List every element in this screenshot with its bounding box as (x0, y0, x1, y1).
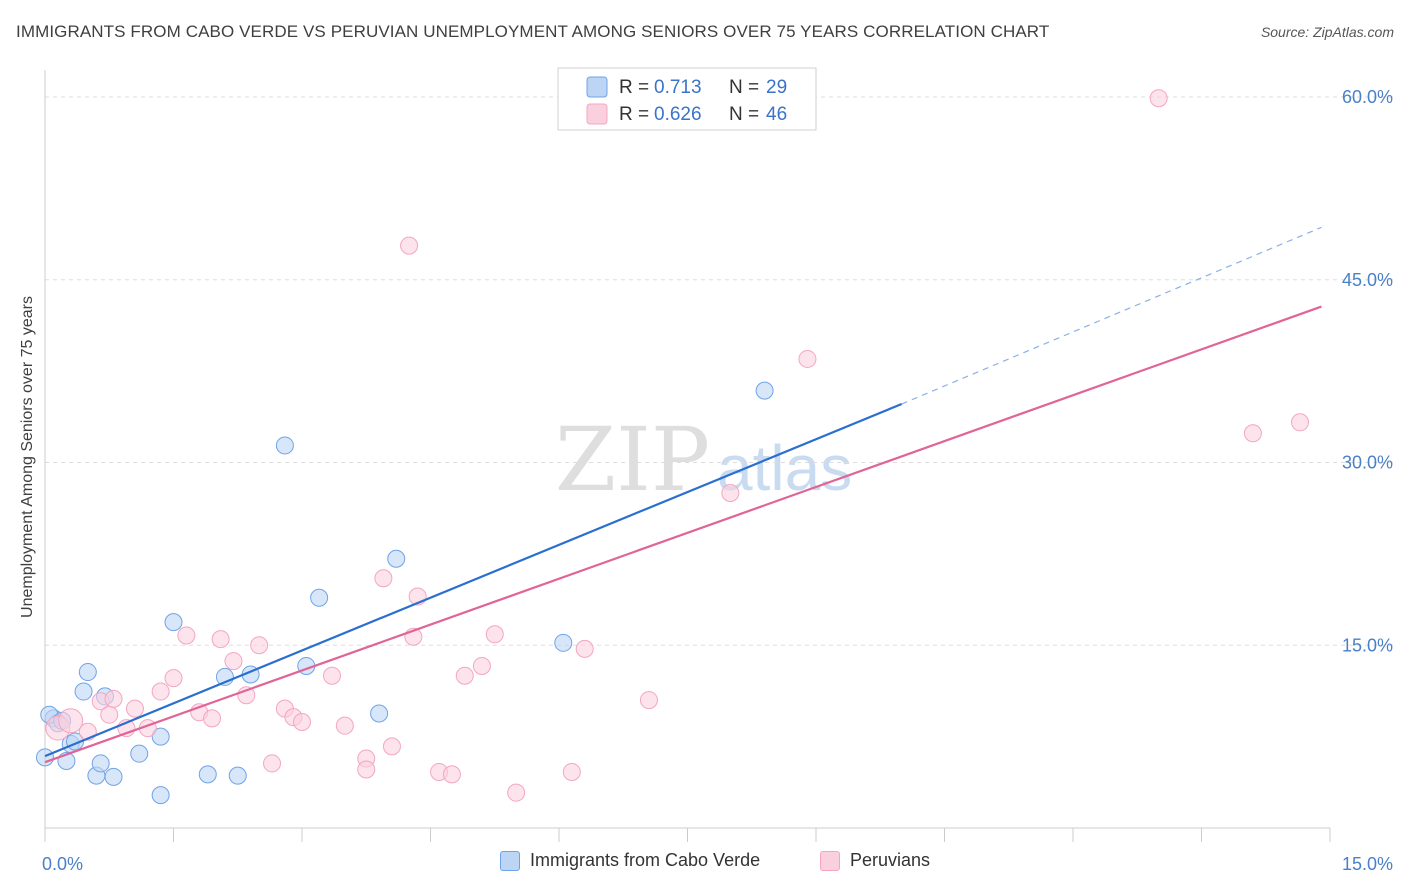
bottom-legend: Immigrants from Cabo Verde Peruvians (0, 850, 1406, 878)
y-tick-label: 60.0% (1342, 87, 1393, 107)
trend-line-peruvians (44, 305, 1322, 764)
y-tick-label: 30.0% (1342, 453, 1393, 473)
data-point (104, 767, 123, 786)
data-point (721, 483, 740, 502)
data-point (74, 682, 93, 701)
data-point (164, 669, 183, 688)
bottom-legend-swatch-peruvians (820, 850, 840, 871)
legend-n-label: N = (729, 104, 759, 125)
bottom-legend-cabo-verde: Immigrants from Cabo Verde (500, 850, 760, 871)
data-point (91, 754, 110, 773)
data-point (151, 727, 170, 746)
trend-line-cabo-verde-extension (901, 226, 1322, 405)
data-point (755, 381, 774, 400)
data-point (151, 786, 170, 805)
bottom-legend-peruvians: Peruvians (820, 850, 930, 871)
data-point (58, 708, 84, 734)
data-point (374, 569, 393, 588)
watermark-zip: ZIP (555, 408, 710, 511)
x-tick-label-max: 15.0% (1342, 854, 1393, 874)
legend-swatch-cabo-verde (586, 76, 608, 98)
data-point (224, 652, 243, 671)
bottom-legend-label: Immigrants from Cabo Verde (530, 850, 761, 870)
data-point (263, 754, 282, 773)
legend: R = 0.713 N = 29 R = 0.626 N = 46 (557, 67, 817, 131)
legend-r-label: R = (619, 77, 649, 98)
data-point (1149, 89, 1168, 108)
data-point (485, 625, 504, 644)
x-tick-label-min: 0.0% (42, 854, 83, 874)
data-point (36, 748, 54, 767)
data-point (442, 765, 461, 784)
data-point (293, 713, 311, 732)
data-point (357, 760, 376, 779)
data-point (164, 613, 183, 632)
data-point (198, 765, 217, 784)
x-ticks (44, 828, 1331, 842)
legend-n-value: 29 (766, 77, 787, 98)
legend-r-value: 0.713 (654, 77, 702, 98)
data-point (562, 762, 581, 781)
data-point (322, 666, 341, 685)
data-point (310, 588, 329, 607)
data-point (335, 716, 354, 735)
data-point (370, 704, 389, 723)
bottom-legend-swatch-cabo-verde (500, 850, 520, 871)
data-point (177, 626, 196, 645)
gridlines (45, 96, 1395, 646)
legend-n-value: 46 (766, 104, 787, 125)
data-point (1291, 413, 1310, 432)
data-point (575, 639, 594, 658)
data-point (104, 689, 123, 708)
y-tick-label: 15.0% (1342, 635, 1393, 655)
bottom-legend-label: Peruvians (850, 850, 931, 870)
data-point (400, 236, 419, 255)
chart-title: IMMIGRANTS FROM CABO VERDE VS PERUVIAN U… (16, 22, 1050, 41)
data-point (639, 691, 658, 710)
legend-n-label: N = (729, 77, 759, 98)
legend-r-value: 0.626 (654, 104, 702, 125)
data-point (1243, 424, 1262, 443)
data-point (472, 656, 491, 675)
legend-r-label: R = (619, 104, 649, 125)
data-point (100, 705, 119, 724)
data-point (382, 737, 401, 756)
data-point (554, 633, 573, 652)
watermark-atlas: atlas (717, 432, 852, 504)
data-point (798, 349, 817, 368)
data-point (387, 549, 406, 568)
data-point (275, 436, 294, 455)
data-point (151, 682, 170, 701)
trend-lines (44, 226, 1322, 764)
y-tick-labels: 15.0% 30.0% 45.0% 60.0% (1342, 87, 1393, 655)
data-point (228, 766, 247, 785)
y-tick-label: 45.0% (1342, 270, 1393, 290)
data-point (125, 699, 144, 718)
legend-swatch-peruvians (586, 103, 608, 125)
data-point (78, 663, 97, 682)
data-point (250, 636, 269, 655)
data-point (130, 744, 149, 763)
data-point (211, 630, 230, 649)
trend-line-cabo-verde (44, 403, 903, 758)
source-credit: Source: ZipAtlas.com (1260, 24, 1394, 40)
data-point (203, 709, 222, 728)
data-point (455, 666, 474, 685)
data-point (507, 783, 526, 802)
